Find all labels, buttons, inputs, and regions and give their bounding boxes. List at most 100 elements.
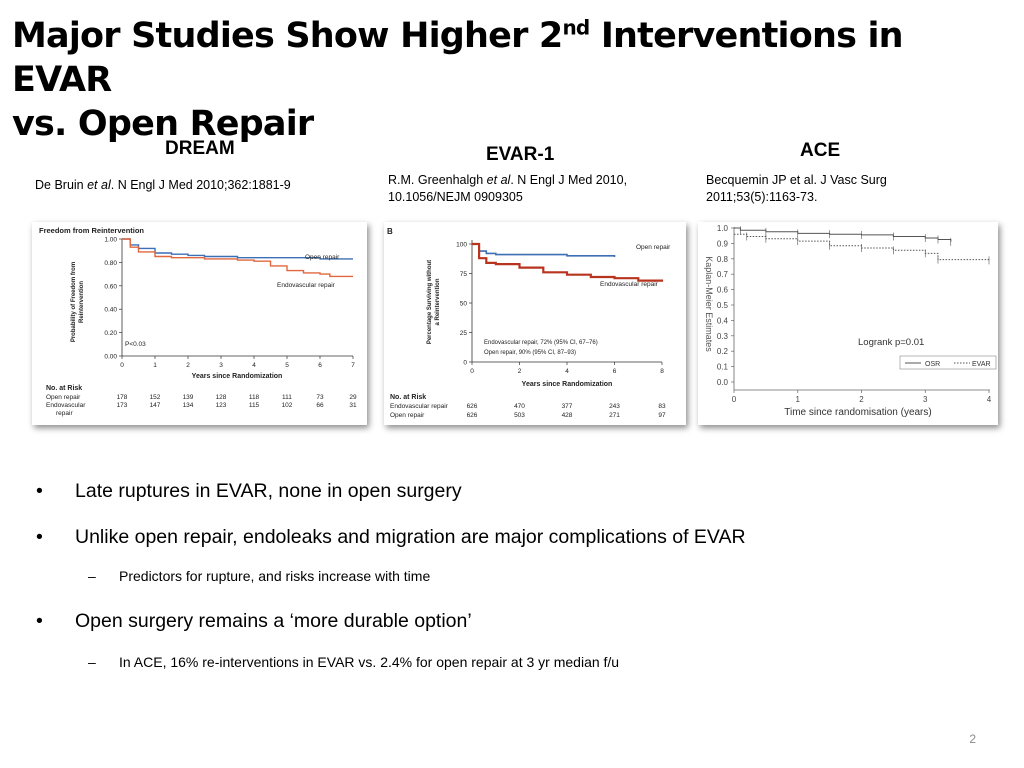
chart-ace-ytick-label: 0.3 <box>717 332 729 341</box>
chart-evar1-ytick-label: 25 <box>460 330 468 337</box>
chart-dream-risk-value: 128 <box>216 394 227 401</box>
chart-ace-ytick-label: 0.0 <box>717 378 729 387</box>
chart-ace-ytick-label: 0.9 <box>717 239 729 248</box>
chart-ace-xtick-label: 1 <box>796 395 801 404</box>
sub-bullet-mark: – <box>88 568 96 584</box>
chart-dream-risk-value: 66 <box>316 402 324 409</box>
chart-ace-logrank: Logrank p=0.01 <box>858 337 924 348</box>
chart-evar1-risk-value: 626 <box>467 412 478 419</box>
chart-evar1-legend-endo: Endovascular repair <box>600 281 659 288</box>
title-superscript: nd <box>562 15 590 40</box>
chart-ace-xtick-label: 3 <box>923 395 928 404</box>
chart-evar1-xlabel: Years since Randomization <box>522 381 613 388</box>
chart-ace-line-osr <box>734 227 952 242</box>
chart-evar1-xtick-label: 2 <box>518 368 522 375</box>
bullet-list: • Late ruptures in EVAR, none in open sur… <box>36 478 996 672</box>
chart-evar1-xtick-label: 0 <box>470 368 474 375</box>
page-number: 2 <box>969 732 976 746</box>
chart-dream-risk-value: 115 <box>249 402 260 409</box>
chart-panel-dream: Freedom from Reintervention Probability … <box>32 222 367 425</box>
chart-dream-risk-value: 111 <box>282 394 292 401</box>
chart-dream-ylabel2: Reintervention <box>79 281 85 323</box>
title-part2: Interventions in EVAR <box>12 16 904 100</box>
chart-dream-pvalue: P<0.03 <box>125 341 146 348</box>
chart-dream-ytick-label: 0.40 <box>104 307 117 314</box>
citation-evar1-line2: 10.1056/NEJM 0909305 <box>388 190 523 204</box>
chart-dream-risk-value: 118 <box>249 394 260 401</box>
chart-evar1-risk-row2-label: Open repair <box>390 412 425 419</box>
chart-dream-risk-value: 134 <box>183 402 194 409</box>
chart-ace-xtick-label: 2 <box>859 395 864 404</box>
chart-dream-risk-value: 29 <box>349 394 357 401</box>
chart-dream-risk-row2-label2: repair <box>56 410 73 417</box>
chart-evar1-risk-value: 271 <box>609 412 620 419</box>
citation-dream-pre: De Bruin <box>35 178 88 192</box>
citation-evar1-post: . N Engl J Med 2010, <box>510 173 628 187</box>
chart-ace-ytick-label: 0.2 <box>717 347 729 356</box>
chart-ace-xtick-label: 4 <box>987 395 992 404</box>
chart-dream-legend-open: Open repair <box>305 254 340 261</box>
chart-ace-ytick-label: 1.0 <box>717 224 729 233</box>
chart-evar1-line-open-repair <box>472 243 616 257</box>
chart-ace: Kaplan-Meier Estimates 0.0 0.1 0.2 0.3 0.4 0.… <box>704 224 997 418</box>
bullet-mark: • <box>36 526 43 548</box>
citation-evar1-em: et al <box>486 173 511 187</box>
bullet-item: • Unlike open repair, endoleaks and migra… <box>36 524 996 550</box>
bullet-mark: • <box>36 610 43 632</box>
chart-dream-xtick-label: 2 <box>186 362 190 369</box>
chart-dream-ytick-label: 0.80 <box>104 260 117 267</box>
chart-evar1-risk-value: 243 <box>609 403 620 410</box>
study-name-dream: DREAM <box>165 138 235 159</box>
chart-ace-legend-evar: EVAR <box>972 361 991 368</box>
chart-evar1-risk-value: 377 <box>562 403 573 410</box>
chart-dream-risk-value: 139 <box>183 394 194 401</box>
bullet-text: Unlike open repair, endoleaks and migrat… <box>75 526 746 548</box>
chart-evar1-legend-open: Open repair <box>636 244 671 251</box>
chart-dream-xlabel: Years since Randomization <box>192 373 283 380</box>
citation-evar1-pre: R.M. Greenhalgh <box>388 173 487 187</box>
chart-evar1-risk-value: 470 <box>514 403 525 410</box>
citation-dream: De Bruin et al. N Engl J Med 2010;362:18… <box>35 177 291 194</box>
citation-evar1: R.M. Greenhalgh et al. N Engl J Med 2010… <box>388 172 627 206</box>
citation-ace-line2: 2011;53(5):1163-73. <box>706 190 818 204</box>
chart-evar1-xtick-label: 4 <box>565 368 569 375</box>
chart-ace-xtick-label: 0 <box>732 395 737 404</box>
slide-title: Major Studies Show Higher 2nd Interventi… <box>12 14 1012 146</box>
chart-evar1-ytick-label: 50 <box>460 301 468 308</box>
title-part1: Major Studies Show Higher 2 <box>12 16 563 56</box>
bullet-text: Open surgery remains a ‘more durable opt… <box>75 610 472 632</box>
sub-bullet-item: – In ACE, 16% re-interventions in EVAR vs… <box>36 652 996 672</box>
chart-dream: Freedom from Reintervention Probability … <box>39 226 357 417</box>
chart-evar1-risk-value: 626 <box>467 403 478 410</box>
sub-bullet-mark: – <box>88 654 96 670</box>
chart-evar1-risk-row1-label: Endovascular repair <box>390 403 449 410</box>
chart-ace-ytick-label: 0.7 <box>717 270 729 279</box>
chart-dream-xtick-label: 7 <box>351 362 355 369</box>
chart-dream-xtick-label: 3 <box>219 362 223 369</box>
chart-evar1: B Percentage Surviving without a Reinter… <box>387 227 671 419</box>
chart-ace-ytick-label: 0.5 <box>717 301 729 310</box>
chart-dream-xtick-label: 4 <box>252 362 256 369</box>
chart-dream-xtick-label: 0 <box>120 362 124 369</box>
citation-dream-post: . N Engl J Med 2010;362:1881-9 <box>110 178 291 192</box>
chart-evar1-annot-endo: Endovascular repair, 72% (95% CI, 67–76) <box>484 340 598 346</box>
chart-dream-ytick-label: 0.60 <box>104 283 117 290</box>
chart-dream-xtick-label: 1 <box>153 362 157 369</box>
chart-dream-ytick-label: 0.00 <box>104 354 117 361</box>
chart-panel-evar1: B Percentage Surviving without a Reinter… <box>384 222 686 425</box>
bullet-item: • Late ruptures in EVAR, none in open sur… <box>36 478 996 504</box>
sub-bullet-text: In ACE, 16% re-interventions in EVAR vs.… <box>119 654 620 670</box>
sub-bullet-item: – Predictors for rupture, and risks incre… <box>36 566 996 586</box>
chart-evar1-ylabel2: a Reintervention <box>435 278 441 325</box>
chart-dream-risk-value: 173 <box>117 402 128 409</box>
chart-panel-ace: Kaplan-Meier Estimates 0.0 0.1 0.2 0.3 0.4 0.… <box>698 222 998 425</box>
chart-dream-xtick-label: 6 <box>318 362 322 369</box>
chart-dream-risk-row2-label: Endovascular <box>46 402 86 409</box>
chart-evar1-ytick-label: 0 <box>463 360 467 367</box>
chart-ace-ytick-label: 0.8 <box>717 255 729 264</box>
study-name-ace: ACE <box>800 140 841 161</box>
chart-evar1-panel-label: B <box>387 227 393 236</box>
chart-evar1-risk-header: No. at Risk <box>390 394 426 401</box>
chart-evar1-ylabel1: Percentage Surviving without <box>427 260 433 344</box>
chart-ace-legend-osr: OSR <box>925 361 940 368</box>
